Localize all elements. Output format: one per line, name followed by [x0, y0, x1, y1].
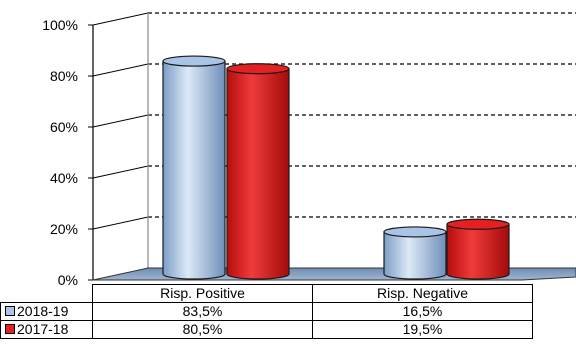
bar	[383, 231, 447, 280]
y-tick-label: 60%	[49, 119, 78, 135]
bar	[226, 68, 290, 280]
bar-top	[226, 63, 290, 75]
gridline-side	[92, 63, 149, 77]
table-row: 2018-19 83,5% 16,5%	[0, 302, 533, 321]
y-tick-label: 80%	[49, 68, 78, 84]
bar-top	[446, 218, 510, 230]
legend-label: 2018-19	[17, 303, 69, 320]
data-label: 80,5%	[92, 320, 313, 339]
legend-entry: 2018-19	[0, 302, 93, 321]
bar-top	[383, 226, 447, 238]
legend-swatch	[5, 324, 15, 334]
legend-entry: 2017-18	[0, 320, 93, 339]
legend-label: 2017-18	[17, 321, 69, 338]
legend-swatch	[5, 306, 15, 316]
data-label: 19,5%	[312, 320, 533, 339]
y-tick-label: 40%	[49, 170, 78, 186]
data-table: Risp. Positive Risp. Negative 2018-19 83…	[0, 284, 533, 339]
gridline-side	[92, 114, 149, 128]
gridline-side	[92, 216, 149, 230]
table-header-row: Risp. Positive Risp. Negative	[0, 284, 533, 303]
y-tick-label: 100%	[42, 17, 78, 33]
bars-layer	[162, 55, 510, 280]
bar-top	[162, 55, 226, 67]
table-corner	[0, 284, 93, 303]
data-label: 16,5%	[312, 302, 533, 321]
gridline-side	[92, 165, 149, 179]
category-label: Risp. Positive	[92, 284, 313, 303]
y-tick-label: 20%	[49, 221, 78, 237]
category-label: Risp. Negative	[312, 284, 533, 303]
table-row: 2017-18 80,5% 19,5%	[0, 320, 533, 339]
gridline-side	[92, 12, 149, 26]
data-label: 83,5%	[92, 302, 313, 321]
bar	[446, 223, 510, 280]
y-tick-label: 0%	[57, 272, 78, 288]
bar	[162, 60, 226, 280]
